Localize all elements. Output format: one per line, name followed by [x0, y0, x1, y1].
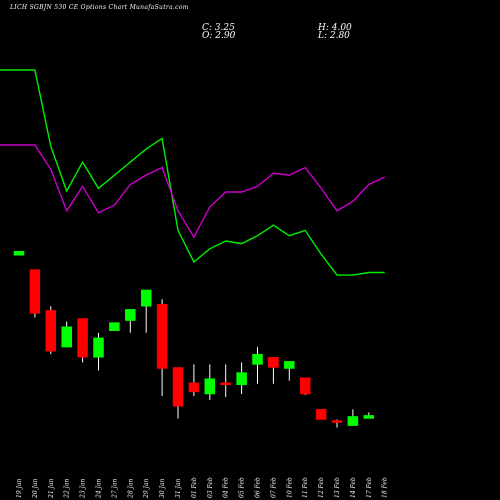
low-value: L: 2.80	[318, 31, 350, 41]
x-tick-label: 19 Jan	[16, 478, 23, 498]
candle-body	[363, 415, 375, 419]
x-tick-label: 23 Jan	[80, 478, 87, 499]
candle-body	[172, 367, 184, 407]
candle-body	[299, 377, 311, 395]
candle-body	[77, 318, 88, 358]
candle-body	[347, 416, 359, 426]
candle-body	[125, 309, 136, 321]
candle-body	[252, 353, 263, 365]
x-tick-label: 28 Jan	[127, 478, 134, 499]
candle-body	[45, 310, 57, 352]
candle-body	[236, 372, 247, 386]
candle-body	[268, 357, 279, 368]
x-tick-label: 27 Jan	[111, 478, 118, 499]
x-tick-label: 07 Feb	[270, 477, 277, 498]
x-tick-label: 17 Feb	[366, 477, 373, 498]
candle-body	[109, 322, 120, 332]
x-tick-label: 21 Jan	[48, 478, 55, 499]
indicator-line-green	[0, 69, 385, 276]
x-tick-label: 29 Jan	[143, 478, 150, 499]
x-tick-label: 18 Feb	[382, 477, 389, 498]
x-tick-label: 01 Feb	[191, 477, 198, 498]
candle-body	[220, 382, 231, 386]
x-tick-label: 03 Feb	[207, 477, 214, 498]
high-value: H: 4.00	[318, 23, 352, 33]
candle-body	[93, 337, 104, 358]
x-tick-label: 10 Feb	[286, 477, 293, 498]
candle-body	[188, 382, 200, 393]
x-tick-label: 31 Jan	[175, 478, 182, 498]
candle-body	[315, 409, 327, 420]
x-tick-label: 12 Feb	[318, 477, 325, 498]
x-tick-label: 30 Jan	[159, 478, 166, 498]
x-tick-label: 06 Feb	[255, 477, 262, 498]
candle-body	[29, 269, 41, 314]
x-tick-label: 13 Feb	[334, 477, 341, 498]
candle-body	[331, 420, 343, 423]
candle-body	[284, 361, 295, 369]
candle-body	[156, 303, 168, 369]
x-tick-label: 05 Feb	[239, 477, 246, 498]
x-tick-label: 24 Jan	[96, 478, 103, 499]
candle-body	[13, 250, 25, 256]
candle-body	[204, 378, 216, 395]
x-tick-label: 20 Jan	[32, 478, 39, 499]
x-tick-label: 22 Jan	[64, 478, 71, 499]
open-value: O: 2.90	[202, 31, 236, 41]
x-tick-label: 11 Feb	[302, 477, 309, 498]
indicator-line-magenta	[0, 144, 385, 239]
candle-body	[140, 289, 152, 307]
x-tick-label: 14 Feb	[350, 477, 357, 498]
x-tick-label: 04 Feb	[223, 477, 230, 498]
candle-body	[61, 326, 72, 348]
chart-title: LICH SGBJN 530 CE Options Chart MunafaSu…	[10, 4, 189, 11]
close-value: C: 3.25	[202, 23, 235, 33]
